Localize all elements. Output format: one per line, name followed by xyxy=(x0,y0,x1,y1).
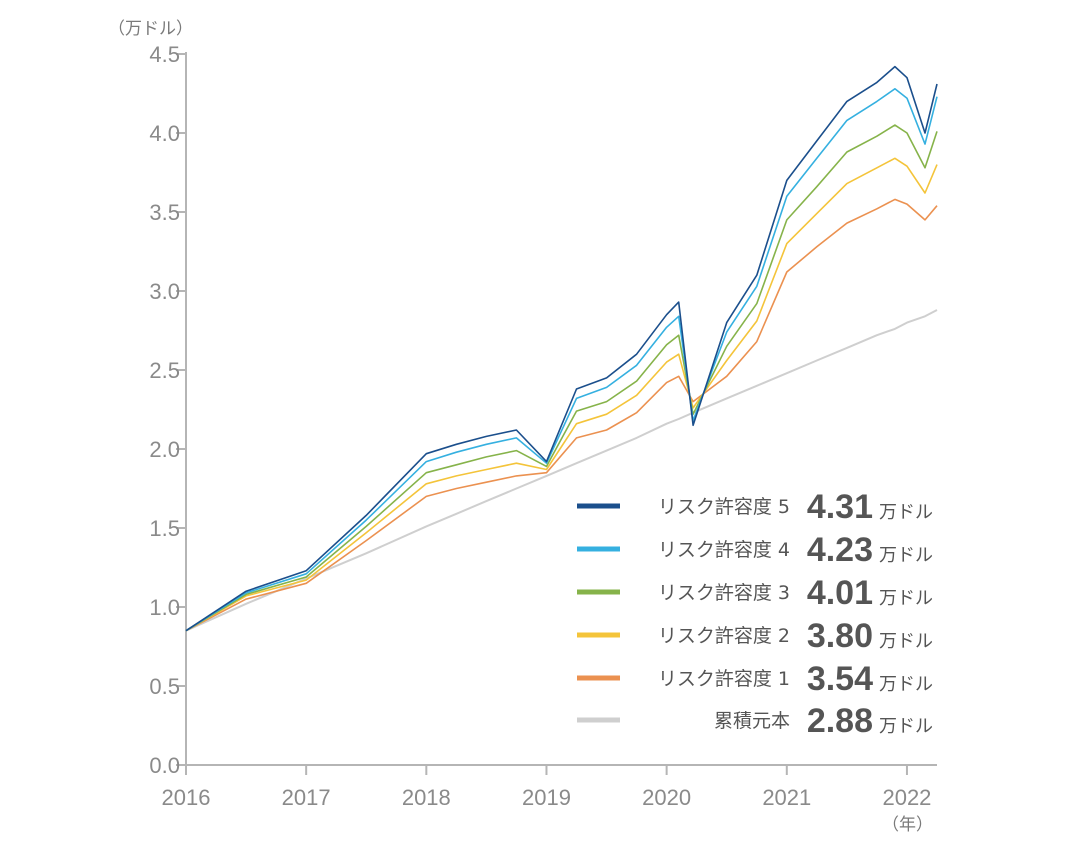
legend-item: リスク許容度 4 4.23 万ドル xyxy=(577,531,933,569)
series-line xyxy=(185,198,938,632)
series-line xyxy=(185,88,938,632)
y-tick-label: 4.5 xyxy=(149,42,180,67)
legend-item: リスク許容度 3 4.01 万ドル xyxy=(577,574,933,612)
legend-item: リスク許容度 1 3.54 万ドル xyxy=(577,660,933,698)
y-tick-label: 1.0 xyxy=(149,595,180,620)
legend-value: 2.88 xyxy=(807,702,873,740)
x-tick-label: 2016 xyxy=(162,785,211,810)
legend-value: 4.23 xyxy=(807,531,873,569)
series-line xyxy=(185,65,938,632)
x-tick-label: 2017 xyxy=(282,785,331,810)
x-tick-label: 2018 xyxy=(402,785,451,810)
x-axis-unit: （年） xyxy=(882,815,933,835)
y-axis-unit: （万ドル） xyxy=(108,19,193,39)
y-tick-label: 2.0 xyxy=(149,437,180,462)
legend-label: リスク許容度 1 xyxy=(658,668,790,690)
y-tick-label: 0.5 xyxy=(149,674,180,699)
legend-value: 3.80 xyxy=(807,617,873,655)
legend-label: リスク許容度 5 xyxy=(658,496,790,518)
y-tick-label: 3.5 xyxy=(149,200,180,225)
legend-item: 累積元本 2.88 万ドル xyxy=(577,702,933,740)
legend-unit: 万ドル xyxy=(879,716,933,737)
legend-unit: 万ドル xyxy=(879,588,933,609)
legend-item: リスク許容度 5 4.31 万ドル xyxy=(577,488,933,526)
series-line xyxy=(185,157,938,632)
y-tick-label: 1.5 xyxy=(149,516,180,541)
x-tick-label: 2020 xyxy=(642,785,691,810)
legend-unit: 万ドル xyxy=(879,631,933,652)
x-tick-label: 2022 xyxy=(882,785,931,810)
legend-label: 累積元本 xyxy=(714,710,790,732)
legend-label: リスク許容度 3 xyxy=(658,582,790,604)
series-layer xyxy=(185,65,938,632)
x-tick-label: 2019 xyxy=(522,785,571,810)
legend-value: 4.31 xyxy=(807,488,873,526)
x-tick-label: 2021 xyxy=(762,785,811,810)
legend-item: リスク許容度 2 3.80 万ドル xyxy=(577,617,933,655)
series-line xyxy=(185,309,938,632)
legend-unit: 万ドル xyxy=(879,674,933,695)
legend-unit: 万ドル xyxy=(879,502,933,523)
legend-value: 3.54 xyxy=(807,660,873,698)
y-tick-label: 4.0 xyxy=(149,121,180,146)
legend-unit: 万ドル xyxy=(879,545,933,566)
y-tick-label: 2.5 xyxy=(149,358,180,383)
y-tick-label: 3.0 xyxy=(149,279,180,304)
y-tick-label: 0.0 xyxy=(149,753,180,778)
legend-label: リスク許容度 4 xyxy=(658,539,790,561)
legend-label: リスク許容度 2 xyxy=(658,625,790,647)
series-line xyxy=(185,124,938,632)
legend-value: 4.01 xyxy=(807,574,873,612)
axes: 0.0 0.5 1.0 1.5 2.0 2.5 3.0 3.5 4.0 4.5 2016 2017 20… xyxy=(149,42,937,810)
